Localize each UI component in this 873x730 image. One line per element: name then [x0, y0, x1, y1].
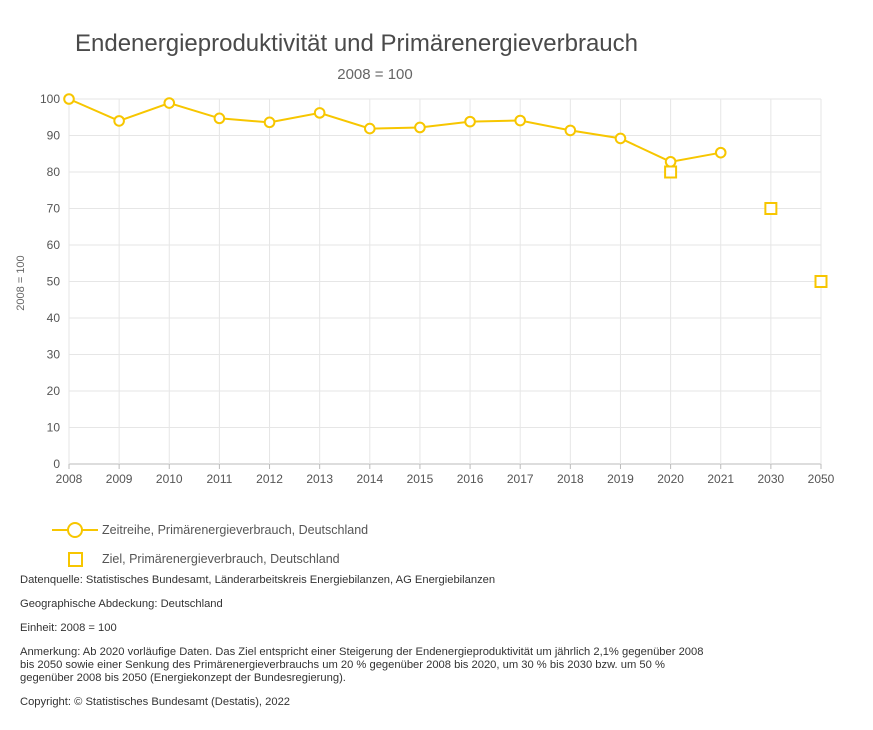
x-tick-label: 2016: [457, 472, 484, 486]
y-tick-label: 0: [53, 457, 60, 471]
y-tick-label: 10: [47, 421, 61, 435]
legend-label-ziel: Ziel, Primärenergieverbrauch, Deutschlan…: [102, 552, 340, 566]
y-axis-label: 2008 = 100: [15, 255, 27, 310]
x-tick-label: 2014: [356, 472, 383, 486]
remark-line-2: bis 2050 sowie einer Senkung des Primäre…: [20, 659, 665, 671]
data-point-circle: [364, 122, 376, 135]
data-point-circle: [63, 93, 75, 105]
series-line-1: [68, 98, 721, 163]
legend-circle-marker-icon: [52, 522, 98, 538]
x-tick-label: 2013: [306, 472, 333, 486]
remark-line-1: Anmerkung: Ab 2020 vorläufige Daten. Das…: [20, 646, 704, 658]
data-point-square: [814, 275, 828, 288]
y-tick-label: 60: [47, 238, 61, 252]
y-tick-label: 100: [40, 92, 60, 106]
data-point-circle: [714, 146, 727, 159]
data-point-square: [664, 165, 678, 179]
data-point-circle: [263, 116, 276, 129]
data-point-square: [764, 202, 778, 215]
grid: [68, 98, 822, 465]
unit-note: Einheit: 2008 = 100: [20, 622, 117, 634]
y-tick-label: 50: [47, 275, 61, 289]
data-point-circle: [664, 155, 677, 168]
remark-line-3: gegenüber 2008 bis 2050 (Energiekonzept …: [20, 672, 346, 684]
x-tick-label: 2010: [156, 472, 183, 486]
data-point-circle: [163, 97, 176, 109]
data-point-circle: [514, 114, 527, 127]
x-tick-label: 2020: [657, 472, 684, 486]
remark-note: Anmerkung: Ab 2020 vorläufige Daten. Das…: [20, 646, 760, 685]
x-tick-label: 2050: [808, 472, 835, 486]
x-tick-label: 2015: [407, 472, 434, 486]
data-point-circle: [614, 132, 627, 145]
y-tick-label: 70: [47, 202, 61, 216]
y-tick-label: 30: [47, 348, 61, 362]
legend-square-marker-icon: [52, 551, 98, 567]
y-tick-label: 40: [47, 311, 61, 325]
coverage-note: Geographische Abdeckung: Deutschland: [20, 598, 223, 610]
data-point-circle: [414, 121, 426, 134]
x-tick-label: 2008: [56, 472, 83, 486]
copyright-note: Copyright: © Statistisches Bundesamt (De…: [20, 696, 291, 708]
x-tick-label: 2021: [707, 472, 734, 486]
notes: Datenquelle: Statistisches Bundesamt, Lä…: [20, 574, 760, 720]
y-tick-label: 80: [47, 165, 61, 179]
x-tick-label: 2017: [507, 472, 534, 486]
legend-label-zeitreihe: Zeitreihe, Primärenergieverbrauch, Deuts…: [102, 523, 369, 537]
legend-item-ziel[interactable]: Ziel, Primärenergieverbrauch, Deutschlan…: [52, 551, 340, 567]
x-tick-label: 2030: [758, 472, 785, 486]
legend-item-zeitreihe[interactable]: Zeitreihe, Primärenergieverbrauch, Deuts…: [52, 522, 368, 538]
chart-title: Endenergieproduktivität und Primärenergi…: [75, 30, 638, 57]
chart-subtitle: 2008 = 100: [337, 66, 413, 83]
y-tick-label: 90: [47, 129, 61, 143]
data-point-circle: [113, 115, 125, 127]
series-layer: [63, 93, 828, 288]
x-tick-label: 2009: [106, 472, 133, 486]
data-point-circle: [464, 115, 476, 128]
source-note: Datenquelle: Statistisches Bundesamt, Lä…: [20, 574, 496, 586]
data-point-circle: [564, 124, 577, 137]
x-tick-label: 2012: [256, 472, 283, 486]
x-tick-label: 2018: [557, 472, 584, 486]
data-point-circle: [213, 112, 226, 125]
x-tick-label: 2019: [607, 472, 634, 486]
y-tick-label: 20: [47, 384, 61, 398]
data-point-circle: [313, 107, 326, 119]
x-tick-label: 2011: [206, 472, 232, 486]
